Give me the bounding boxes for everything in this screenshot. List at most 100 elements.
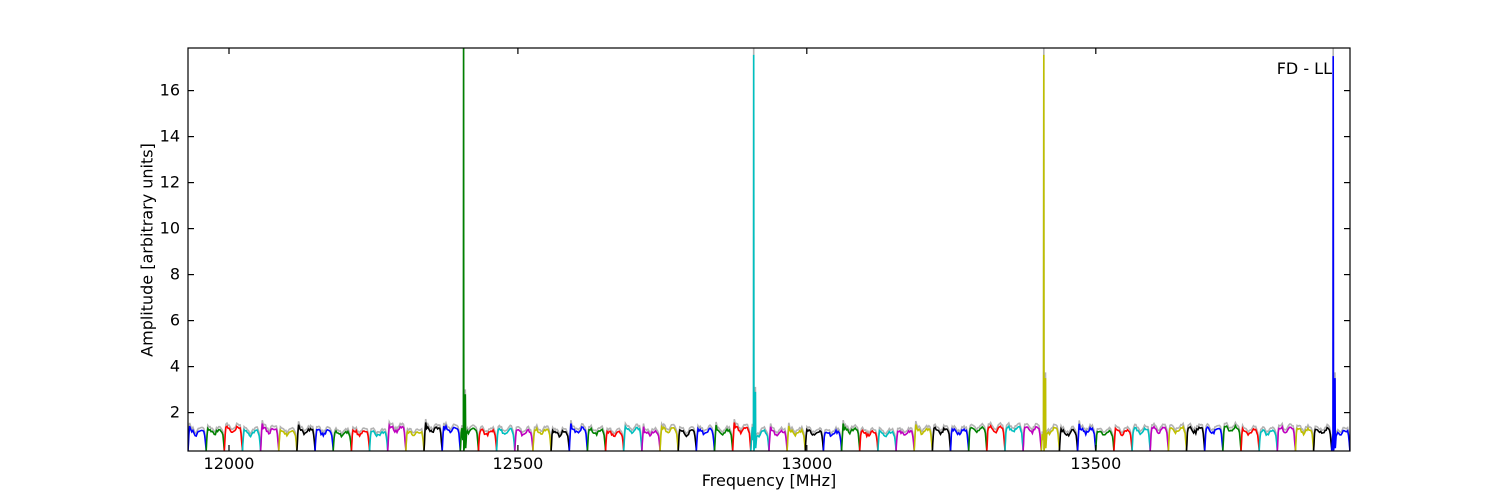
- background-trace: [532, 423, 552, 450]
- background-trace: [967, 422, 988, 450]
- y-tick-label: 12: [160, 173, 180, 192]
- x-tick-label: 13000: [781, 454, 832, 473]
- background-trace: [568, 420, 589, 450]
- spectral-window-trace: [677, 428, 698, 451]
- spectral-window-trace: [1022, 425, 1043, 451]
- spectral-window-trace: [641, 426, 661, 451]
- background-trace: [477, 425, 498, 450]
- spectral-window-trace: [441, 423, 462, 451]
- spectral-window-trace: [423, 422, 443, 451]
- spectral-window-trace: [750, 54, 770, 451]
- background-trace: [1240, 422, 1260, 450]
- background-trace: [314, 425, 334, 450]
- y-tick-label: 8: [170, 265, 180, 284]
- corner-annotation: FD - LL: [1276, 59, 1332, 78]
- spectral-window-trace: [768, 426, 788, 451]
- spectral-window-trace: [931, 426, 952, 451]
- spectral-window-trace: [241, 428, 262, 451]
- background-trace: [514, 425, 534, 450]
- spectral-window-trace: [967, 425, 988, 451]
- spectral-window-trace: [858, 428, 879, 451]
- background-trace: [241, 424, 262, 450]
- spectral-window-trace: [188, 425, 207, 451]
- spectral-window-trace: [386, 422, 407, 451]
- background-trace: [441, 420, 462, 450]
- spectral-window-trace: [1331, 56, 1350, 451]
- background-trace: [695, 423, 716, 450]
- spectral-window-trace: [1076, 423, 1097, 451]
- spectral-window-trace: [1058, 426, 1079, 451]
- axes-frame: [187, 47, 1351, 452]
- y-tick-label: 10: [160, 219, 180, 238]
- background-trace: [1095, 426, 1115, 450]
- spectral-window-trace: [786, 425, 807, 451]
- spectral-window-trace: [278, 428, 298, 451]
- spectral-window-trace: [1167, 424, 1188, 451]
- spectral-window-trace: [1312, 426, 1333, 451]
- spectral-window-trace: [550, 428, 571, 451]
- spectral-window-trace: [568, 423, 589, 451]
- background-trace: [786, 422, 807, 450]
- spectral-window-trace: [622, 424, 643, 451]
- background-trace: [1113, 423, 1133, 450]
- spectral-window-trace: [1294, 426, 1315, 451]
- spectral-window-trace: [296, 424, 316, 451]
- spectral-window-trace: [604, 429, 625, 451]
- spectral-window-trace: [1185, 425, 1206, 451]
- series-background-trace: [188, 48, 1350, 450]
- spectral-window-trace: [986, 424, 1006, 451]
- background-trace: [550, 425, 571, 450]
- background-trace: [1294, 423, 1315, 450]
- background-trace: [1167, 421, 1188, 450]
- spectral-window-trace: [350, 428, 371, 451]
- spectral-window-trace: [822, 428, 843, 451]
- spectral-window-trace: [1203, 425, 1224, 451]
- background-trace: [332, 426, 353, 450]
- background-trace: [731, 419, 752, 450]
- background-trace: [931, 423, 952, 450]
- spectral-window-trace: [840, 423, 861, 451]
- background-trace: [641, 423, 661, 450]
- spectral-window-trace: [877, 429, 897, 451]
- x-tick-label: 12500: [492, 454, 543, 473]
- y-tick-label: 6: [170, 311, 180, 330]
- spectral-window-trace: [532, 426, 552, 451]
- spectral-window-trace: [1149, 425, 1170, 451]
- spectral-window-trace: [804, 427, 825, 451]
- y-tick-label: 4: [170, 357, 180, 376]
- spectral-window-trace: [459, 48, 480, 451]
- background-trace: [768, 423, 788, 450]
- spectral-window-trace: [731, 422, 752, 451]
- spectral-window-trace: [586, 426, 607, 451]
- spectral-window-trace: [1113, 426, 1133, 451]
- background-trace: [1222, 420, 1242, 450]
- background-trace: [1276, 421, 1297, 450]
- spectral-window-trace: [659, 424, 679, 451]
- spectral-window-trace: [1222, 423, 1242, 451]
- background-trace: [877, 426, 897, 450]
- background-trace: [586, 423, 607, 450]
- y-axis-label: Amplitude [arbitrary units]: [137, 143, 157, 357]
- background-trace: [1312, 423, 1333, 450]
- spectral-window-trace: [695, 426, 716, 451]
- x-tick-label: 12000: [204, 454, 255, 473]
- axis-ticks: [188, 48, 1350, 451]
- spectral-window-trace: [1040, 54, 1061, 451]
- series-spectral-windows: [188, 48, 1350, 451]
- spectral-window-trace: [223, 425, 244, 451]
- spectral-window-trace: [477, 428, 498, 451]
- background-trace: [713, 421, 734, 450]
- background-trace: [1258, 425, 1279, 450]
- spectral-window-trace: [713, 425, 734, 451]
- spectral-window-trace: [1131, 426, 1151, 451]
- spectral-window-trace: [1240, 425, 1260, 451]
- background-trace: [840, 419, 861, 450]
- spectral-window-trace: [332, 429, 353, 451]
- background-trace: [278, 425, 298, 450]
- spectral-window-trace: [895, 429, 915, 451]
- spectral-window-trace: [314, 428, 334, 451]
- y-tick-label: 14: [160, 127, 180, 146]
- y-tick-label: 16: [160, 81, 180, 100]
- x-axis-label: Frequency [MHz]: [701, 471, 837, 490]
